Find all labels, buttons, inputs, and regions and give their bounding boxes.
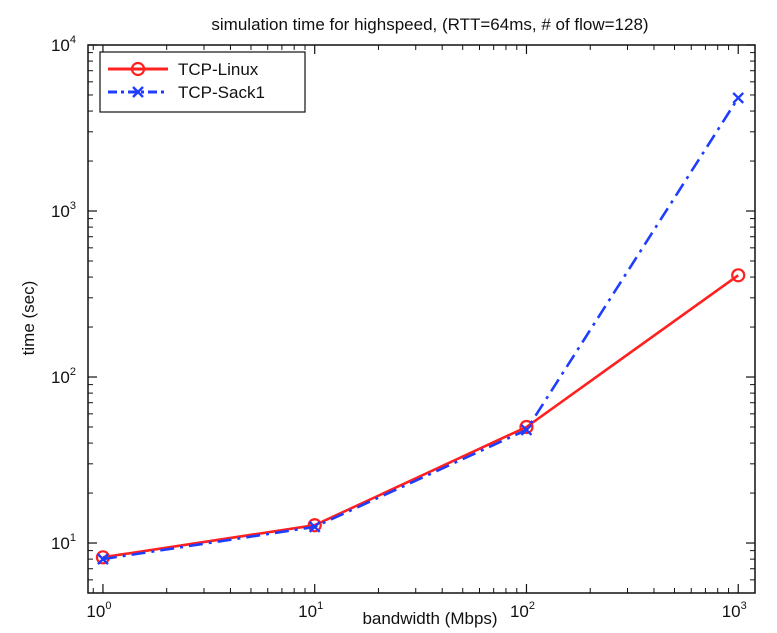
y-tick-label-exp: 3 <box>70 200 76 212</box>
legend-label-tcp-sack1: TCP-Sack1 <box>178 83 265 102</box>
chart-title: simulation time for highspeed, (RTT=64ms… <box>211 15 648 34</box>
data-point-tcp-linux <box>731 268 746 283</box>
y-tick-label-base: 10 <box>51 368 70 387</box>
x-tick-label-exp: 2 <box>529 600 535 612</box>
series-layer <box>95 92 746 565</box>
x-tick-label-base: 10 <box>86 602 105 621</box>
data-point-tcp-sack1-stroke <box>308 521 321 533</box>
x-tick-label: 103 <box>722 600 747 621</box>
y-tick-label: 101 <box>51 532 76 553</box>
x-axis-title: bandwidth (Mbps) <box>362 609 497 628</box>
series-line-tcp-sack1 <box>102 97 740 561</box>
data-point-tcp-sack1 <box>97 553 109 565</box>
series-line-tcp-linux <box>102 274 739 559</box>
legend-marker-tcp-sack1-stroke <box>132 86 144 98</box>
data-point-tcp-sack1-stroke <box>732 92 745 104</box>
data-point-tcp-linux <box>519 419 534 435</box>
legend-label-tcp-linux: TCP-Linux <box>178 60 259 79</box>
data-point-tcp-sack1-stroke <box>520 424 533 436</box>
y-tick-label: 102 <box>51 366 76 387</box>
legend-marker-tcp-linux <box>130 61 146 77</box>
y-tick-label: 104 <box>51 34 76 55</box>
x-tick-label: 101 <box>298 600 323 621</box>
y-tick-label-exp: 1 <box>70 532 76 544</box>
x-tick-label-base: 10 <box>510 602 529 621</box>
x-tick-label-exp: 0 <box>105 600 111 612</box>
plot-frame <box>87 44 756 594</box>
x-tick-label-exp: 1 <box>317 600 323 612</box>
data-point-tcp-sack1 <box>732 92 745 104</box>
y-tick-label-base: 10 <box>51 36 70 55</box>
y-tick-label-base: 10 <box>51 202 70 221</box>
data-point-tcp-sack1-stroke <box>97 553 109 565</box>
y-tick-label-exp: 4 <box>70 34 76 46</box>
data-point-tcp-sack1 <box>520 424 533 436</box>
data-point-tcp-sack1 <box>308 521 321 533</box>
legend: TCP-Linux TCP-Sack1 <box>99 51 306 113</box>
legend-items: TCP-Linux TCP-Sack1 <box>108 60 265 102</box>
y-tick-label-base: 10 <box>51 534 70 553</box>
x-tick-label: 100 <box>86 600 111 621</box>
x-tick-label-base: 10 <box>722 602 741 621</box>
x-tick-label-exp: 3 <box>741 600 747 612</box>
legend-box <box>99 51 306 113</box>
x-tick-label: 102 <box>510 600 535 621</box>
y-tick-label-exp: 2 <box>70 366 76 378</box>
x-tick-label-base: 10 <box>298 602 317 621</box>
legend-marker-tcp-sack1 <box>132 86 144 98</box>
y-axis-title: time (sec) <box>19 281 38 356</box>
y-tick-label: 103 <box>51 200 76 221</box>
data-point-tcp-linux <box>307 518 322 533</box>
